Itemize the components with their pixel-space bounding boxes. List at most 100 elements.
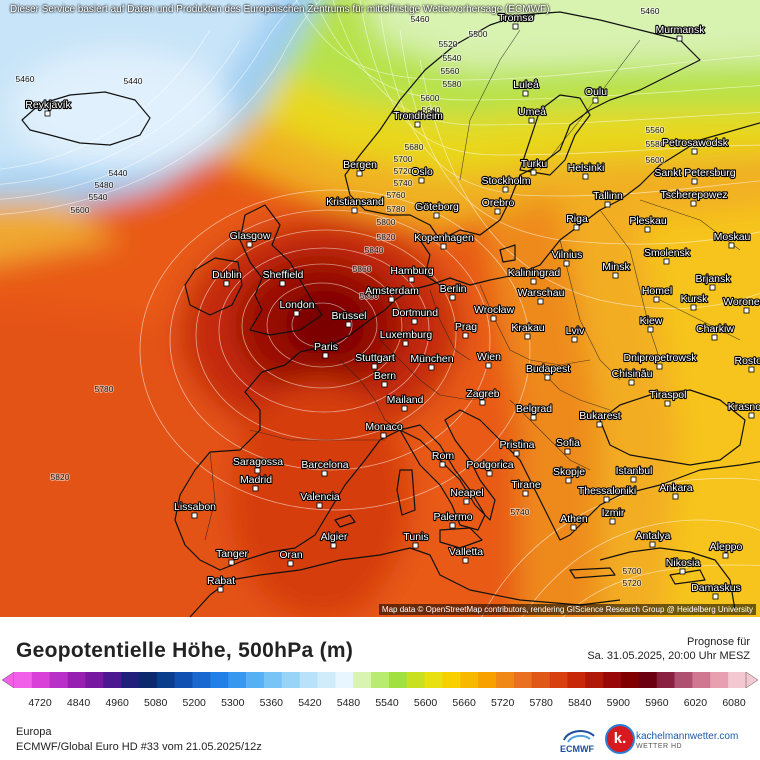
city-label: Barcelona [301, 459, 348, 471]
city-marker: Antalya [634, 529, 672, 548]
contour-label: 5720 [623, 578, 642, 588]
city-label: Rom [432, 450, 454, 462]
city-label: Minsk [602, 261, 630, 273]
city-dot [571, 336, 578, 343]
city-marker: Luleå [512, 78, 540, 97]
city-label: Nikosia [666, 557, 701, 569]
city-marker: Trondheim [392, 109, 444, 128]
city-dot [223, 280, 230, 287]
city-marker: Smolensk [643, 246, 692, 265]
city-dot [649, 541, 656, 548]
city-dot [748, 366, 755, 373]
scale-swatch [174, 672, 193, 688]
city-dot [596, 421, 603, 428]
city-dot [322, 352, 329, 359]
contour-label: 5600 [421, 93, 440, 103]
city-dot [528, 117, 535, 124]
city-label: Stuttgart [355, 352, 395, 364]
city-marker: Tallinn [592, 189, 624, 208]
city-label: Antalya [635, 530, 670, 542]
city-dot [647, 326, 654, 333]
city-marker: München [409, 352, 455, 371]
city-label: Oran [279, 549, 303, 561]
scale-label: 5840 [568, 697, 592, 709]
city-label: Glasgow [230, 230, 271, 242]
city-marker: Palermo [432, 510, 474, 529]
scale-swatch [228, 672, 247, 688]
city-label: Orebro [482, 197, 515, 209]
city-dot [356, 170, 363, 177]
scale-swatch [674, 672, 693, 688]
color-scale-labels: 4720 4840 4960 5080 5200 5300 5360 5420 5480 5540… [28, 697, 746, 709]
city-dot [414, 121, 421, 128]
city-marker: Izmir [601, 506, 626, 525]
scale-swatch [567, 672, 586, 688]
city-marker: Wien [476, 350, 502, 369]
city-dot [252, 485, 259, 492]
city-dot [582, 173, 589, 180]
map-attribution[interactable]: Map data © OpenStreetMap contributors, r… [378, 604, 756, 615]
city-dot [564, 448, 571, 455]
city-label: Charkiw [696, 323, 734, 335]
city-label: Reykjavík [25, 99, 71, 111]
city-dot [537, 298, 544, 305]
city-marker: Oslo [410, 165, 434, 184]
city-marker: Skopje [552, 465, 586, 484]
city-label: Kiew [640, 315, 663, 327]
city-label: Brüssel [331, 310, 366, 322]
city-dot [418, 177, 425, 184]
city-dot [408, 276, 415, 283]
city-marker: Moskau [713, 230, 752, 249]
city-dot [691, 178, 698, 185]
city-marker: Helsinki [567, 161, 605, 180]
city-dot [628, 379, 635, 386]
city-marker: Saragossa [232, 455, 284, 474]
scale-swatch [299, 672, 318, 688]
scale-swatch [353, 672, 372, 688]
coastlines [21, 11, 760, 617]
city-marker: Budapest [525, 362, 571, 381]
city-dot [351, 207, 358, 214]
city-dot [709, 284, 716, 291]
city-marker: Tscherepowez [659, 188, 729, 207]
city-label: Tromsø [498, 12, 534, 24]
city-marker: Madrid [239, 473, 273, 492]
city-label: Valletta [449, 546, 483, 558]
city-label: Chisinău [612, 368, 653, 380]
contour-label: 5560 [441, 66, 460, 76]
contour-label: 5780 [95, 384, 114, 394]
city-label: Woronesh [723, 296, 760, 308]
scale-swatch [585, 672, 604, 688]
city-marker: Tromsø [497, 11, 536, 30]
city-dot [512, 23, 519, 30]
city-marker: Kursk [679, 292, 709, 311]
city-marker: Zagreb [465, 387, 501, 406]
city-marker: Bern [373, 369, 397, 388]
city-label: Rabat [207, 575, 235, 587]
city-marker: Thessaloniki [577, 484, 637, 503]
city-label: Wrocław [474, 304, 514, 316]
kachelmann-site-link[interactable]: kachelmannwetter.com [636, 731, 739, 742]
city-label: Saragossa [233, 456, 283, 468]
city-marker: Rabat [206, 574, 236, 593]
city-dot [388, 296, 395, 303]
forecast-map[interactable]: 5460 5500 5520 5540 5560 5580 5600 5640 5680 5700… [0, 0, 760, 617]
city-marker: Umeå [517, 105, 547, 124]
city-marker: Hamburg [389, 264, 435, 283]
city-marker: Barcelona [300, 458, 350, 477]
city-label: Göteborg [415, 201, 459, 213]
city-label: Neapel [450, 487, 483, 499]
city-label: Wien [477, 351, 501, 363]
kachelmann-logo-icon[interactable]: k. [605, 724, 635, 754]
scale-arrow-left [1, 671, 15, 689]
city-label: Amsterdam [365, 285, 419, 297]
ecmwf-logo-icon[interactable] [556, 726, 602, 756]
contour-label: 5600 [646, 155, 665, 165]
contour-label: 5760 [387, 190, 406, 200]
city-marker: Amsterdam [364, 284, 420, 303]
scale-label: 5900 [607, 697, 631, 709]
scale-swatch [496, 672, 515, 688]
city-marker: Oran [278, 548, 304, 567]
forecast-date: Sa. 31.05.2025, 20:00 Uhr MESZ [587, 650, 750, 662]
city-label: Warschau [518, 287, 565, 299]
